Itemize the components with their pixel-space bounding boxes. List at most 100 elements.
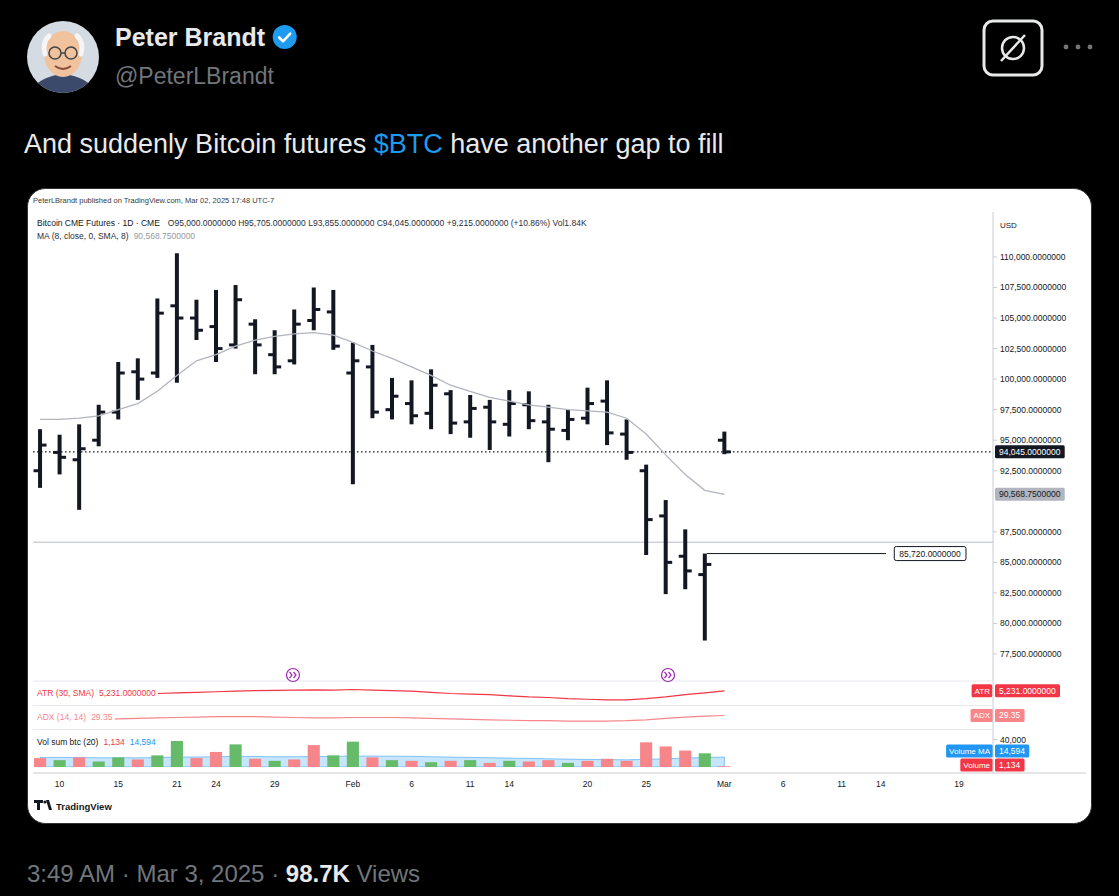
x-tick-label: 11 [837, 779, 846, 789]
volume-bar [405, 761, 417, 767]
volume-bar [699, 753, 711, 767]
ohlc-close [705, 563, 712, 566]
ohlc-range [351, 342, 355, 484]
axis-label-value: 29.35 [999, 710, 1021, 720]
ohlc-open [561, 429, 568, 432]
ohlc-range [468, 395, 472, 438]
event-icon[interactable] [662, 669, 675, 682]
ohlc-range [370, 345, 374, 418]
indicator-title: Vol sum btc (20) [37, 737, 99, 747]
event-chevron [290, 672, 297, 678]
y-tick [993, 623, 997, 624]
volume-ma-area [40, 756, 724, 767]
avatar-glasses [61, 52, 65, 54]
x-tick-label: 15 [114, 779, 124, 789]
volume-bar [581, 761, 593, 767]
x-tick-label: 20 [583, 779, 593, 789]
y-tick [993, 287, 997, 288]
volume-bar [112, 757, 124, 767]
time-axis-line [33, 773, 1086, 774]
ohlc-open [581, 417, 588, 420]
ohlc-close [431, 384, 438, 387]
logo-mark [34, 800, 52, 810]
gap-level-box [894, 547, 966, 561]
legend-patch [35, 687, 158, 699]
volume-bar [288, 759, 300, 767]
ohlc-open [73, 458, 80, 461]
event-ring [287, 669, 300, 682]
axis-label-bg [995, 684, 1060, 697]
volume-bar [679, 751, 691, 767]
avatar-face [44, 31, 82, 77]
axis-label-value: 1,134 [999, 760, 1021, 770]
more-dot [1088, 45, 1093, 50]
ohlc-close [627, 451, 634, 454]
author-name[interactable]: Peter Brandt [115, 23, 266, 51]
ohlc-close [353, 359, 360, 362]
ohlc-open [601, 400, 608, 403]
volume-bar [171, 741, 183, 767]
indicator-plot [34, 689, 730, 767]
axis-label-value: 5,231.0000000 [999, 686, 1056, 696]
ohlc-range [331, 290, 335, 350]
ohlc-open [444, 392, 451, 395]
gap-level-label: 85,720.0000000 [899, 549, 961, 559]
last-price-line [33, 451, 993, 452]
y-tick [993, 379, 997, 380]
ohlc-close [294, 323, 301, 326]
axis-label-name: ATR [975, 687, 991, 696]
indicator-legend: ADX (14, 14) 29.35 [37, 712, 113, 722]
indicator-value: 29.35 [91, 712, 113, 722]
x-tick-label: 14 [505, 779, 515, 789]
volume-bar [249, 759, 261, 767]
ohlc-close [724, 450, 731, 453]
volume-bar [445, 761, 457, 767]
volume-bar [660, 746, 672, 767]
event-ring [662, 669, 675, 682]
ohlc-close [236, 298, 243, 301]
x-tick-label: 11 [466, 779, 475, 789]
ohlc-open [346, 372, 353, 375]
ohlc-range [664, 500, 668, 594]
ohlc-range [683, 529, 687, 589]
axis-label-name: Volume [963, 761, 990, 770]
ohlc-close [40, 444, 47, 447]
ohlc-open [659, 514, 666, 517]
horizontal-level [33, 542, 993, 543]
volume-bar [151, 755, 163, 767]
pane-separator [33, 729, 993, 730]
ohlc-open [640, 469, 647, 472]
event-icon[interactable] [287, 669, 300, 682]
ohlc-close [196, 329, 203, 332]
ohlc-close [99, 411, 106, 414]
pane-separator [33, 705, 993, 706]
ohlc-range [194, 300, 198, 340]
grok-button[interactable] [984, 21, 1042, 75]
verified-check [279, 34, 290, 42]
ohlc-open [288, 359, 295, 362]
ohlc-open [34, 469, 41, 472]
ohlc-close [568, 418, 575, 421]
ohlc-open [483, 406, 490, 409]
indicator-title: ADX (14, 14) [37, 712, 86, 722]
ohlc-close [255, 343, 262, 346]
volume-bar [718, 766, 730, 767]
y-tick [993, 653, 997, 654]
price-unit: USD [1000, 221, 1017, 230]
ohlc-close [470, 407, 477, 410]
x-tick-label: 21 [172, 779, 182, 789]
more-button[interactable] [1064, 45, 1093, 50]
volume-bar [562, 763, 574, 767]
logo-dot [43, 800, 46, 803]
author-handle[interactable]: @PeterLBrandt [115, 63, 274, 89]
ohlc-open [366, 365, 373, 368]
ma-legend: MA (8, close, 0, SMA, 8)90,568.7500000 [37, 231, 195, 241]
ohlc-close [548, 428, 555, 431]
volume-bar [347, 742, 359, 767]
ohlc-range [38, 429, 42, 488]
cashtag[interactable]: $BTC [374, 129, 443, 159]
avatar[interactable] [27, 21, 99, 98]
ohlc-close [392, 395, 399, 398]
ohlc-close [275, 365, 282, 368]
indicator-value: 1,134 [103, 737, 125, 747]
